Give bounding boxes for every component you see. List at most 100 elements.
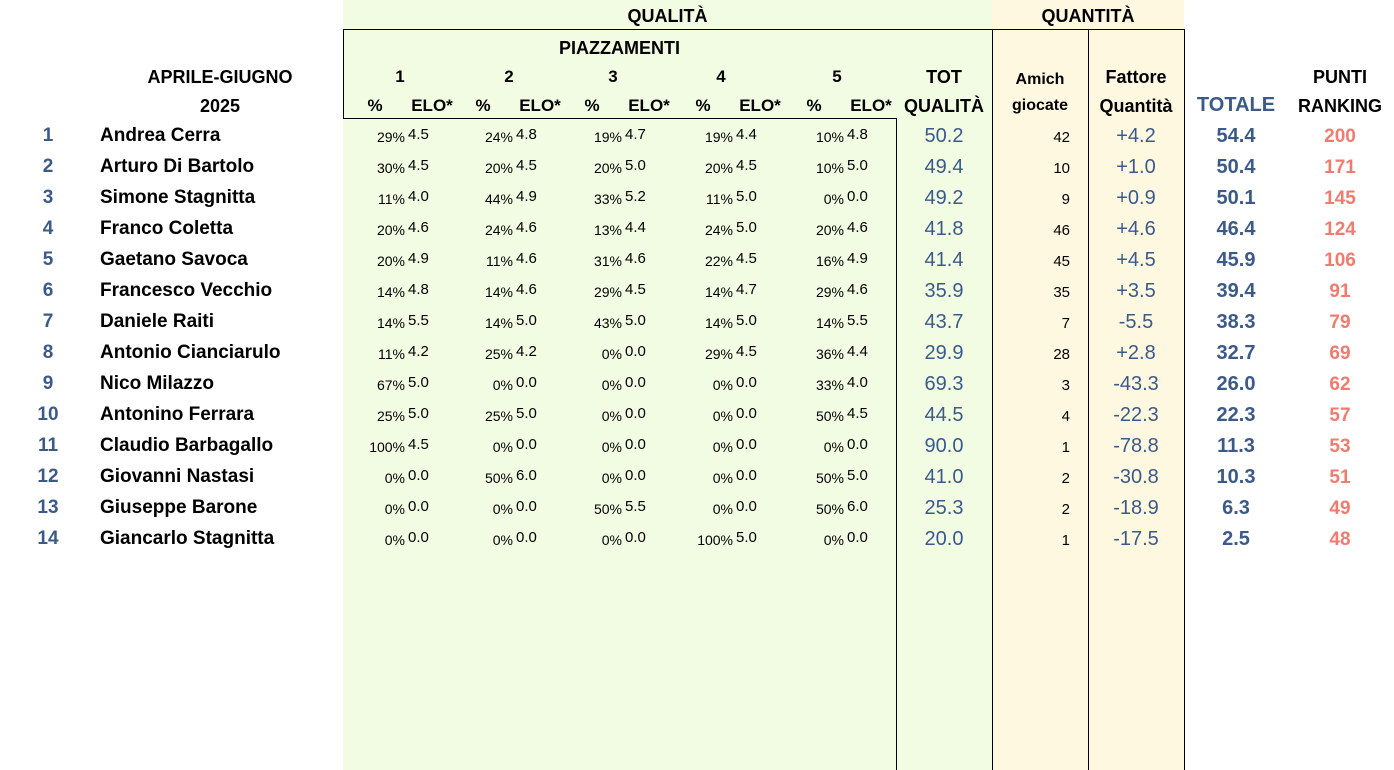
elo-header: ELO* — [739, 96, 781, 115]
placement-elo: 4.0 — [847, 374, 868, 391]
placement-elo: 4.5 — [847, 405, 868, 422]
placement-elo: 5.2 — [625, 188, 646, 205]
placement-number-3: 3 — [608, 67, 618, 86]
amich-giocate-cell: 3 — [1061, 377, 1070, 394]
placement-elo: 5.0 — [847, 157, 868, 174]
placement-pct: 100% — [697, 532, 733, 548]
placement-elo: 0.0 — [847, 188, 868, 205]
placement-elo: 0.0 — [516, 529, 537, 546]
placement-elo: 4.5 — [736, 343, 757, 360]
placement-pct: 29% — [704, 346, 733, 362]
placement-pct: 14% — [815, 315, 844, 331]
tot-qualita-cell: 20.0 — [924, 528, 964, 550]
placement-pct: 0% — [712, 501, 733, 517]
elo-header: ELO* — [519, 96, 561, 115]
placement-pct: 14% — [376, 284, 405, 300]
placement-pct: 20% — [484, 160, 513, 176]
player-name: Claudio Barbagallo — [100, 435, 274, 456]
placement-pct: 19% — [593, 129, 622, 145]
placement-elo: 0.0 — [625, 529, 646, 546]
rank-cell: 3 — [42, 187, 54, 208]
pct-header: % — [695, 96, 711, 115]
placement-elo: 4.9 — [408, 250, 429, 267]
placement-pct: 20% — [376, 253, 405, 269]
punti-ranking-cell: 62 — [1329, 374, 1351, 395]
fattore-header-line1: Fattore — [1105, 67, 1167, 87]
player-name: Simone Stagnitta — [100, 187, 256, 208]
tot-qualita-cell: 25.3 — [924, 497, 964, 519]
punti-ranking-cell: 51 — [1329, 467, 1351, 488]
totale-cell: 50.1 — [1216, 187, 1256, 209]
placement-elo: 4.6 — [847, 219, 868, 236]
placement-elo: 0.0 — [625, 343, 646, 360]
amich-giocate-cell: 2 — [1061, 501, 1070, 518]
fattore-quantita-cell: -30.8 — [1113, 466, 1159, 488]
placement-elo: 4.5 — [408, 126, 429, 143]
placement-pct: 33% — [593, 191, 622, 207]
placement-pct: 20% — [704, 160, 733, 176]
punti-ranking-cell: 57 — [1329, 405, 1351, 426]
placement-pct: 20% — [376, 222, 405, 238]
quality-title: QUALITÀ — [627, 6, 708, 26]
amich-giocate-cell: 1 — [1061, 532, 1070, 549]
placement-elo: 0.0 — [625, 467, 646, 484]
totale-cell: 50.4 — [1216, 156, 1256, 178]
placement-pct: 50% — [593, 501, 622, 517]
quantity-right-border — [1184, 29, 1185, 770]
totale-cell: 22.3 — [1216, 404, 1256, 426]
placement-pct: 0% — [492, 532, 513, 548]
placement-elo: 5.5 — [625, 498, 646, 515]
rank-cell: 1 — [42, 125, 54, 146]
placement-pct: 22% — [704, 253, 733, 269]
placement-pct: 24% — [484, 222, 513, 238]
punti-ranking-cell: 91 — [1329, 281, 1351, 302]
placements-bottom-border — [343, 118, 896, 119]
placement-elo: 5.0 — [625, 157, 646, 174]
placement-pct: 29% — [593, 284, 622, 300]
elo-header: ELO* — [411, 96, 453, 115]
placement-pct: 29% — [376, 129, 405, 145]
fattore-quantita-cell: -18.9 — [1113, 497, 1159, 519]
placement-pct: 50% — [815, 470, 844, 486]
placement-elo: 4.5 — [408, 436, 429, 453]
rank-cell: 7 — [42, 311, 54, 332]
placement-elo: 4.6 — [625, 250, 646, 267]
placement-pct: 29% — [815, 284, 844, 300]
punti-ranking-cell: 171 — [1324, 157, 1356, 178]
fattore-quantita-cell: +4.5 — [1116, 249, 1156, 271]
placement-pct: 0% — [492, 377, 513, 393]
placement-elo: 4.5 — [736, 250, 757, 267]
placement-pct: 0% — [601, 439, 622, 455]
totale-cell: 39.4 — [1216, 280, 1256, 302]
punti-ranking-cell: 69 — [1329, 343, 1351, 364]
placement-elo: 0.0 — [625, 374, 646, 391]
player-name: Giuseppe Barone — [100, 497, 258, 518]
fattore-quantita-cell: -17.5 — [1113, 528, 1159, 550]
pct-header: % — [367, 96, 383, 115]
tot-qualita-cell: 41.4 — [924, 249, 964, 271]
placement-pct: 14% — [376, 315, 405, 331]
placement-pct: 24% — [704, 222, 733, 238]
totale-cell: 38.3 — [1216, 311, 1256, 333]
placements-top-border — [343, 29, 992, 30]
tot-qualita-cell: 41.0 — [924, 466, 964, 488]
amich-giocate-cell: 42 — [1053, 129, 1070, 146]
punti-ranking-cell: 48 — [1329, 529, 1351, 550]
placement-elo: 5.0 — [736, 529, 757, 546]
placement-pct: 14% — [484, 315, 513, 331]
rank-cell: 2 — [42, 156, 54, 177]
placement-elo: 4.5 — [408, 157, 429, 174]
placement-pct: 0% — [601, 408, 622, 424]
quantity-title: QUANTITÀ — [1041, 6, 1135, 26]
placements-title: PIAZZAMENTI — [559, 38, 680, 58]
placement-number-1: 1 — [395, 67, 405, 86]
totale-cell: 26.0 — [1216, 373, 1256, 395]
rank-cell: 5 — [42, 249, 54, 270]
fattore-quantita-cell: +4.2 — [1116, 125, 1156, 147]
placement-pct: 30% — [376, 160, 405, 176]
placement-pct: 0% — [712, 470, 733, 486]
placement-elo: 5.0 — [408, 374, 429, 391]
fattore-quantita-cell: +2.8 — [1116, 342, 1156, 364]
placement-elo: 5.0 — [516, 405, 537, 422]
placement-pct: 50% — [815, 501, 844, 517]
